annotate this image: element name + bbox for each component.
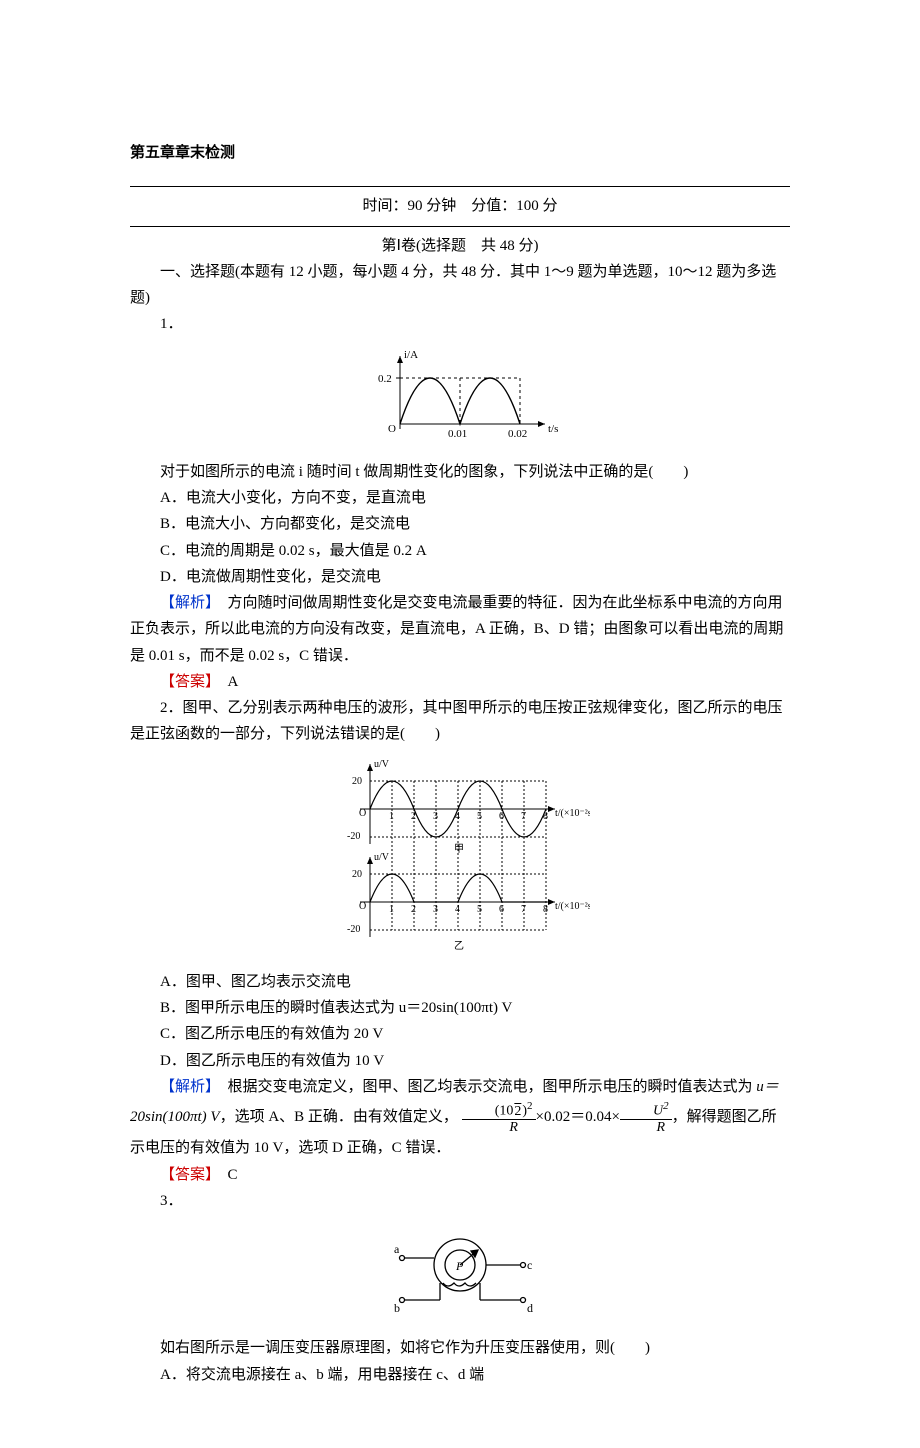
q2-bot-ytick-neg: -20 [347,924,360,935]
q2-answer-text: C [213,1167,238,1183]
q2-top-origin: O [359,808,366,819]
q3-label-a: a [394,1242,400,1256]
section-heading: 第Ⅰ卷(选择题 共 48 分) [130,233,790,259]
q2b-xt-6: 6 [499,904,504,915]
q2-stem-text: 图甲、乙分别表示两种电压的波形，其中图甲所示的电压按正弦规律变化，图乙所示的电压… [130,700,783,742]
q2-xt-4: 4 [455,811,460,822]
rule-top [130,186,790,187]
q2-figure: u/V O 20 -20 [130,754,790,963]
q3-label-d: d [527,1301,533,1315]
meta-line: 时间：90 分钟 分值：100 分 [130,193,790,219]
q2-frac1: (102)2R [462,1100,536,1135]
q3-diagram-svg: a b c d P [370,1220,550,1320]
q2b-xt-5: 5 [477,904,482,915]
q1-xlabel: t/s [548,423,558,435]
q2-chart-svg: u/V O 20 -20 [330,754,590,954]
q1-analysis: 【解析】 方向随时间做周期性变化是交变电流最重要的特征．因为在此坐标系中电流的方… [130,590,790,669]
q2-stem: 2．图甲、乙分别表示两种电压的波形，其中图甲所示的电压按正弦规律变化，图乙所示的… [130,695,790,748]
q2-answer: 【答案】 C [130,1162,790,1188]
q2-top-ytick-neg: -20 [347,831,360,842]
q3-stem: 如右图所示是一调压变压器原理图，如将它作为升压变压器使用，则( ) [130,1335,790,1361]
chapter-title: 第五章章末检测 [130,140,790,166]
q2-bot-xlabel: t/(×10⁻²s) [555,901,590,912]
q2-xt-6: 6 [499,811,504,822]
q2-top-xlabel: t/(×10⁻²s) [555,808,590,819]
q1-answer: 【答案】 A [130,669,790,695]
q2b-xt-8: 8 [543,904,548,915]
q2-answer-label: 【答案】 [160,1167,213,1183]
q2-xt-1: 1 [389,811,394,822]
q2-opt-b: B．图甲所示电压的瞬时值表达式为 u＝20sin(100πt) V [130,995,790,1021]
q1-answer-text: A [213,674,239,690]
part1-intro: 一、选择题(本题有 12 小题，每小题 4 分，共 48 分．其中 1～9 题为… [130,259,790,312]
q1-opt-c: C．电流的周期是 0.02 s，最大值是 0.2 A [130,538,790,564]
q3-number: 3． [130,1188,790,1214]
q2b-xt-3: 3 [433,904,438,915]
q1-answer-label: 【答案】 [160,674,213,690]
q2-xt-2: 2 [411,811,416,822]
q1-xtick-2: 0.02 [508,428,527,440]
q1-analysis-text: 方向随时间做周期性变化是交变电流最重要的特征．因为在此坐标系中电流的方向用正负表… [130,595,783,664]
q2-opt-c: C．图乙所示电压的有效值为 20 V [130,1021,790,1047]
q2b-xt-2: 2 [411,904,416,915]
rule-mid [130,226,790,227]
q1-opt-b: B．电流大小、方向都变化，是交流电 [130,511,790,537]
q1-chart-svg: i/A t/s O 0.2 0.01 0.02 [360,344,560,444]
q2-xt-5: 5 [477,811,482,822]
q2-top-ylabel: u/V [374,759,390,770]
q1-xtick-1: 0.01 [448,428,467,440]
q2-xt-3: 3 [433,811,438,822]
q2-sub-jiǎ: 甲 [454,844,464,855]
q2-bot-ytick-pos: 20 [352,869,362,880]
q1-analysis-label: 【解析】 [160,595,213,611]
q2b-xt-7: 7 [521,904,526,915]
q2-bot-origin: O [359,901,366,912]
q1-ytick: 0.2 [378,373,392,385]
q2b-xt-1: 1 [389,904,394,915]
q3-label-b: b [394,1301,400,1315]
q2-bot-ylabel: u/V [374,852,390,863]
q1-ylabel: i/A [404,349,418,361]
q1-opt-a: A．电流大小变化，方向不变，是直流电 [130,485,790,511]
q2-number: 2． [160,700,183,716]
q2-an-p1: 根据交变电流定义，图甲、图乙均表示交流电，图甲所示电压的瞬时值表达式为 [213,1079,757,1095]
q2-xt-7: 7 [521,811,526,822]
q2-xt-8: 8 [543,811,548,822]
q2-top-ytick-pos: 20 [352,776,362,787]
q1-opt-d: D．电流做周期性变化，是交流电 [130,564,790,590]
q1-number: 1． [130,311,790,337]
q3-label-p: P [455,1259,464,1273]
q1-figure: i/A t/s O 0.2 0.01 0.02 [130,344,790,453]
q2-analysis: 【解析】 根据交变电流定义，图甲、图乙均表示交流电，图甲所示电压的瞬时值表达式为… [130,1074,790,1162]
q2-sub-yi: 乙 [454,940,464,952]
q2-frac2: U2R [620,1100,672,1135]
q2-analysis-label: 【解析】 [160,1079,213,1095]
q2-frac-mid: ×0.02＝0.04× [536,1109,620,1125]
q3-label-c: c [527,1258,532,1272]
q3-opt-a: A．将交流电源接在 a、b 端，用电器接在 c、d 端 [130,1362,790,1388]
q3-figure: a b c d P [130,1220,790,1329]
q1-prompt: 对于如图所示的电流 i 随时间 t 做周期性变化的图象，下列说法中正确的是( ) [130,459,790,485]
q2-opt-d: D．图乙所示电压的有效值为 10 V [130,1048,790,1074]
q1-origin: O [388,423,396,435]
q2-an-p2: ，选项 A、B 正确．由有效值定义， [220,1109,458,1125]
q2-opt-a: A．图甲、图乙均表示交流电 [130,969,790,995]
q2b-xt-4: 4 [455,904,460,915]
